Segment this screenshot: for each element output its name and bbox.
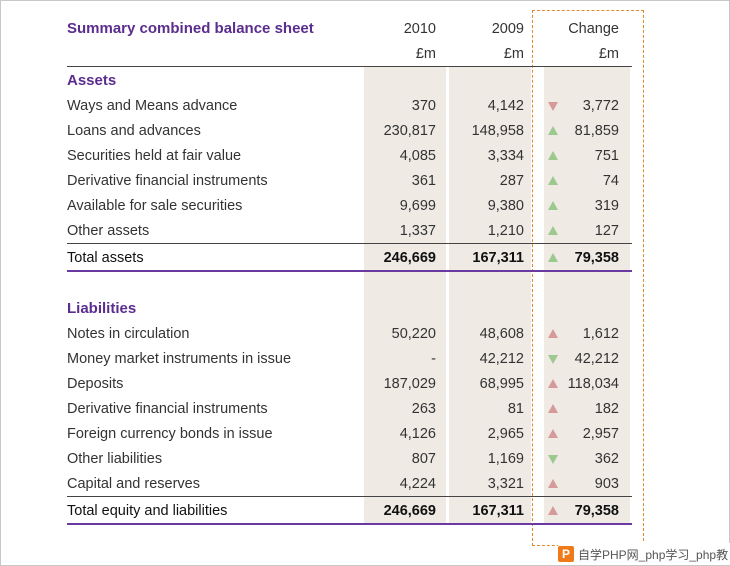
subtotal-rule-assets: [67, 243, 632, 244]
row-label: Derivative financial instruments: [67, 401, 268, 417]
value-2009: 287: [499, 173, 524, 189]
value-2010: 4,085: [399, 148, 436, 164]
value-2010: 807: [411, 451, 436, 467]
triangle-up-icon: [548, 226, 558, 235]
row-label: Capital and reserves: [67, 476, 200, 492]
unit-2010: £m: [415, 46, 436, 62]
value-2009: 48,608: [479, 326, 524, 342]
value-change: 903: [594, 476, 619, 492]
change-highlight-box: [532, 10, 644, 546]
site-watermark: P 自学PHP网_php学习_php教: [558, 543, 730, 565]
value-2010: 263: [411, 401, 436, 417]
triangle-up-icon: [548, 151, 558, 160]
row-label: Money market instruments in issue: [67, 351, 292, 367]
triangle-up-icon: [548, 253, 558, 262]
value-change: 362: [594, 451, 619, 467]
section-heading-liabilities: Liabilities: [67, 300, 137, 317]
value-change: 81,859: [574, 123, 619, 139]
triangle-up-icon: [548, 201, 558, 210]
value-2009: 148,958: [471, 123, 524, 139]
triangle-up-icon: [548, 379, 558, 388]
value-change: 74: [602, 173, 619, 189]
total-label: Total equity and liabilities: [67, 503, 228, 519]
triangle-up-icon: [548, 479, 558, 488]
value-2010: 230,817: [383, 123, 436, 139]
value-change: 42,212: [574, 351, 619, 367]
value-2010: 370: [411, 98, 436, 114]
triangle-down-icon: [548, 355, 558, 364]
value-2009: 3,321: [487, 476, 524, 492]
value-change: 127: [594, 223, 619, 239]
row-label: Deposits: [67, 376, 124, 392]
value-2009: 81: [507, 401, 524, 417]
shade-2010-liab: [364, 272, 446, 525]
value-2010: 361: [411, 173, 436, 189]
shade-change-assets: [544, 67, 630, 272]
col-header-2009: 2009: [491, 21, 524, 37]
value-2009: 68,995: [479, 376, 524, 392]
total-2009: 167,311: [472, 503, 524, 519]
value-2010: -: [431, 351, 436, 367]
row-label: Other liabilities: [67, 451, 163, 467]
section-heading-assets: Assets: [67, 72, 117, 89]
total-label: Total assets: [67, 250, 144, 266]
triangle-up-icon: [548, 126, 558, 135]
triangle-down-icon: [548, 455, 558, 464]
value-change: 2,957: [582, 426, 619, 442]
value-2009: 9,380: [487, 198, 524, 214]
shade-2010-assets: [364, 67, 446, 272]
row-label: Loans and advances: [67, 123, 201, 139]
value-2009: 1,169: [487, 451, 524, 467]
value-change: 3,772: [582, 98, 619, 114]
value-2009: 42,212: [479, 351, 524, 367]
value-change: 182: [594, 401, 619, 417]
value-2009: 2,965: [487, 426, 524, 442]
shade-change-liab: [544, 272, 630, 525]
value-2010: 50,220: [391, 326, 436, 342]
triangle-up-icon: [548, 429, 558, 438]
triangle-up-icon: [548, 176, 558, 185]
total-2009: 167,311: [472, 250, 524, 266]
unit-change: £m: [598, 46, 619, 62]
unit-2009: £m: [503, 46, 524, 62]
row-label: Derivative financial instruments: [67, 173, 268, 189]
total-2010: 246,669: [383, 503, 436, 519]
row-label: Notes in circulation: [67, 326, 190, 342]
watermark-text: 自学PHP网_php学习_php教: [578, 547, 729, 562]
value-2010: 1,337: [399, 223, 436, 239]
value-2010: 4,126: [399, 426, 436, 442]
row-label: Foreign currency bonds in issue: [67, 426, 273, 442]
total-change: 79,358: [574, 250, 619, 266]
total-change: 79,358: [574, 503, 619, 519]
triangle-up-icon: [548, 506, 558, 515]
value-2009: 4,142: [487, 98, 524, 114]
value-2010: 4,224: [399, 476, 436, 492]
value-2009: 1,210: [487, 223, 524, 239]
row-label: Ways and Means advance: [67, 98, 238, 114]
header-rule: [67, 66, 632, 67]
value-2010: 9,699: [399, 198, 436, 214]
triangle-down-icon: [548, 102, 558, 111]
value-2009: 3,334: [487, 148, 524, 164]
value-change: 751: [594, 148, 619, 164]
value-2010: 187,029: [383, 376, 436, 392]
subtotal-rule-liabilities: [67, 496, 632, 497]
total-rule-assets: [67, 270, 632, 272]
triangle-up-icon: [548, 329, 558, 338]
col-header-2010: 2010: [403, 21, 436, 37]
triangle-up-icon: [548, 404, 558, 413]
value-change: 1,612: [582, 326, 619, 342]
site-logo-icon: P: [558, 546, 574, 562]
row-label: Securities held at fair value: [67, 148, 242, 164]
shade-2009-liab: [449, 272, 531, 525]
row-label: Other assets: [67, 223, 150, 239]
total-2010: 246,669: [383, 250, 436, 266]
total-rule-liabilities: [67, 523, 632, 525]
shade-2009-assets: [449, 67, 531, 272]
value-change: 319: [594, 198, 619, 214]
value-change: 118,034: [567, 376, 619, 392]
row-label: Available for sale securities: [67, 198, 243, 214]
table-title: Summary combined balance sheet: [67, 20, 314, 37]
col-header-change: Change: [568, 21, 619, 37]
